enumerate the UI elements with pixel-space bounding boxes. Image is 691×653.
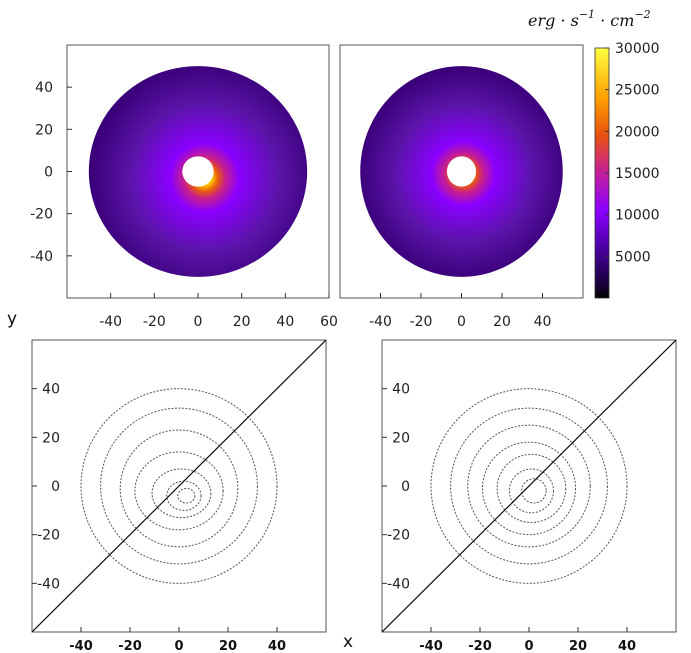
contour-line bbox=[521, 478, 547, 504]
x-tick-label: -20 bbox=[468, 639, 492, 653]
x-tick-label: 0 bbox=[174, 639, 183, 653]
x-tick-label: -40 bbox=[99, 314, 122, 330]
y-tick-label: 40 bbox=[42, 382, 60, 398]
y-tick-label: -20 bbox=[37, 528, 60, 544]
contour-plot-bottom-left: -40 -20 0 20 40 40 20 0 -20 -40 bbox=[31, 339, 327, 653]
x-tick-label: -20 bbox=[118, 639, 142, 653]
x-tick-label: -40 bbox=[419, 639, 443, 653]
y-tick-label: -40 bbox=[37, 576, 60, 592]
contour-line bbox=[481, 441, 577, 536]
contour-line bbox=[508, 468, 555, 514]
y-tick-label: 20 bbox=[35, 122, 53, 138]
x-tick-label: 40 bbox=[268, 639, 286, 653]
contour-line bbox=[450, 407, 608, 565]
y-tick-label: 0 bbox=[44, 165, 53, 181]
y-tick-label: 40 bbox=[392, 382, 410, 398]
contour-line bbox=[430, 388, 628, 584]
y-axis-label: y bbox=[7, 309, 17, 329]
contour-line bbox=[119, 429, 239, 548]
contour-line bbox=[100, 407, 258, 565]
contour-plot-bottom-right: -40 -20 0 20 40 40 20 0 -20 -40 bbox=[381, 339, 677, 653]
contour-line bbox=[177, 487, 196, 504]
x-tick-label: 20 bbox=[569, 639, 587, 653]
y-tick-label: 20 bbox=[392, 430, 410, 446]
colorbar-tick-label: 10000 bbox=[615, 208, 660, 224]
colorbar-tick-label: 30000 bbox=[615, 41, 660, 57]
y-tick-label: -40 bbox=[30, 249, 53, 265]
x-tick-label: 60 bbox=[320, 314, 338, 330]
contour-line bbox=[467, 424, 591, 548]
x-tick-label: 20 bbox=[493, 314, 511, 330]
colorbar-tick-label: 20000 bbox=[615, 124, 660, 140]
x-tick-label: 40 bbox=[618, 639, 636, 653]
colorbar-tick-label: 25000 bbox=[615, 83, 660, 99]
y-tick-label: -40 bbox=[387, 576, 410, 592]
x-tick-label: 20 bbox=[233, 314, 251, 330]
x-tick-label: 20 bbox=[219, 639, 237, 653]
x-tick-label: 40 bbox=[534, 314, 552, 330]
x-tick-label: -40 bbox=[369, 314, 392, 330]
contour-line bbox=[134, 451, 224, 531]
inner-hole bbox=[182, 156, 214, 187]
y-tick-label: 0 bbox=[51, 479, 60, 495]
y-tick-label: -20 bbox=[30, 207, 53, 223]
y-tick-label: -20 bbox=[387, 528, 410, 544]
colorbar-unit-label: erg · s−1 · cm−2 bbox=[528, 8, 651, 30]
heatmap-top-right: -40 -20 0 20 40 bbox=[339, 44, 584, 330]
diagonal-line bbox=[32, 340, 326, 632]
x-axis-label: x bbox=[343, 632, 353, 652]
heatmap-top-left: -40 -20 0 20 40 60 40 20 0 -20 -40 bbox=[30, 44, 338, 330]
x-tick-label: -40 bbox=[69, 639, 93, 653]
x-tick-label: -20 bbox=[410, 314, 433, 330]
diagonal-line bbox=[382, 340, 676, 632]
x-tick-label: 0 bbox=[457, 314, 466, 330]
colorbar: 30000 25000 20000 15000 10000 5000 bbox=[594, 41, 660, 299]
colorbar-tick-label: 5000 bbox=[615, 249, 651, 265]
inner-hole bbox=[446, 156, 477, 187]
y-tick-label: 20 bbox=[42, 430, 60, 446]
x-tick-label: 0 bbox=[194, 314, 203, 330]
x-tick-label: -20 bbox=[143, 314, 166, 330]
x-tick-label: 40 bbox=[276, 314, 294, 330]
colorbar-tick-label: 15000 bbox=[615, 166, 660, 182]
contour-line bbox=[80, 388, 278, 584]
x-tick-label: 0 bbox=[524, 639, 533, 653]
y-tick-label: 0 bbox=[401, 479, 410, 495]
contour-line bbox=[151, 468, 212, 519]
contour-line bbox=[496, 453, 567, 523]
y-tick-label: 40 bbox=[35, 80, 53, 96]
